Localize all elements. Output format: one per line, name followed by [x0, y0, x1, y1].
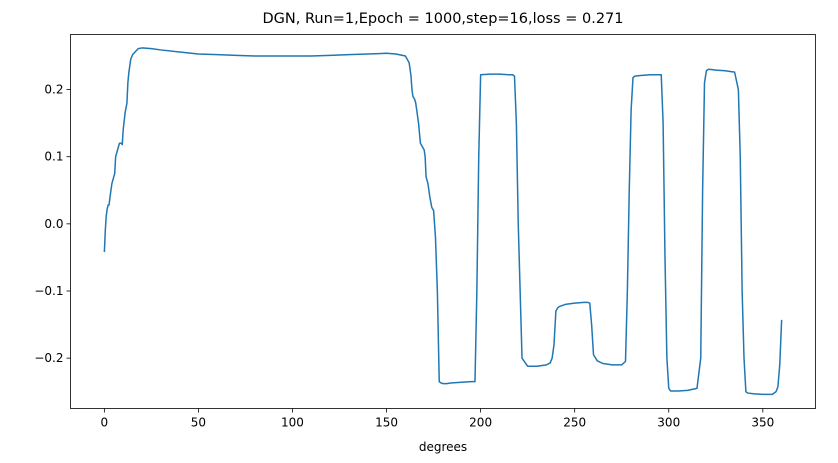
- x-axis-label: degrees: [419, 440, 467, 454]
- y-axis-ticks: −0.2 −0.1 0.0 0.1 0.2: [34, 83, 71, 365]
- y-tick-label: −0.1: [34, 284, 63, 298]
- x-tick-label: 250: [563, 416, 586, 430]
- x-tick-label: 200: [469, 416, 492, 430]
- series-line: [103, 47, 783, 396]
- x-tick-label: 0: [101, 416, 109, 430]
- chart-title: DGN, Run=1,Epoch = 1000,step=16,loss = 0…: [263, 11, 624, 27]
- y-tick-label: −0.2: [34, 351, 63, 365]
- y-tick-label: 0.2: [44, 83, 63, 97]
- x-tick-label: 150: [375, 416, 398, 430]
- x-tick-label: 50: [191, 416, 206, 430]
- x-tick-label: 300: [657, 416, 680, 430]
- plot-area-frame: [70, 34, 816, 409]
- x-tick-label: 100: [281, 416, 304, 430]
- x-axis-ticks: 0 50 100 150 200 250 300 350: [101, 408, 774, 430]
- y-tick-label: 0.1: [44, 150, 63, 164]
- y-tick-label: 0.0: [44, 217, 63, 231]
- series-layer: [103, 47, 783, 396]
- x-tick-label: 350: [751, 416, 774, 430]
